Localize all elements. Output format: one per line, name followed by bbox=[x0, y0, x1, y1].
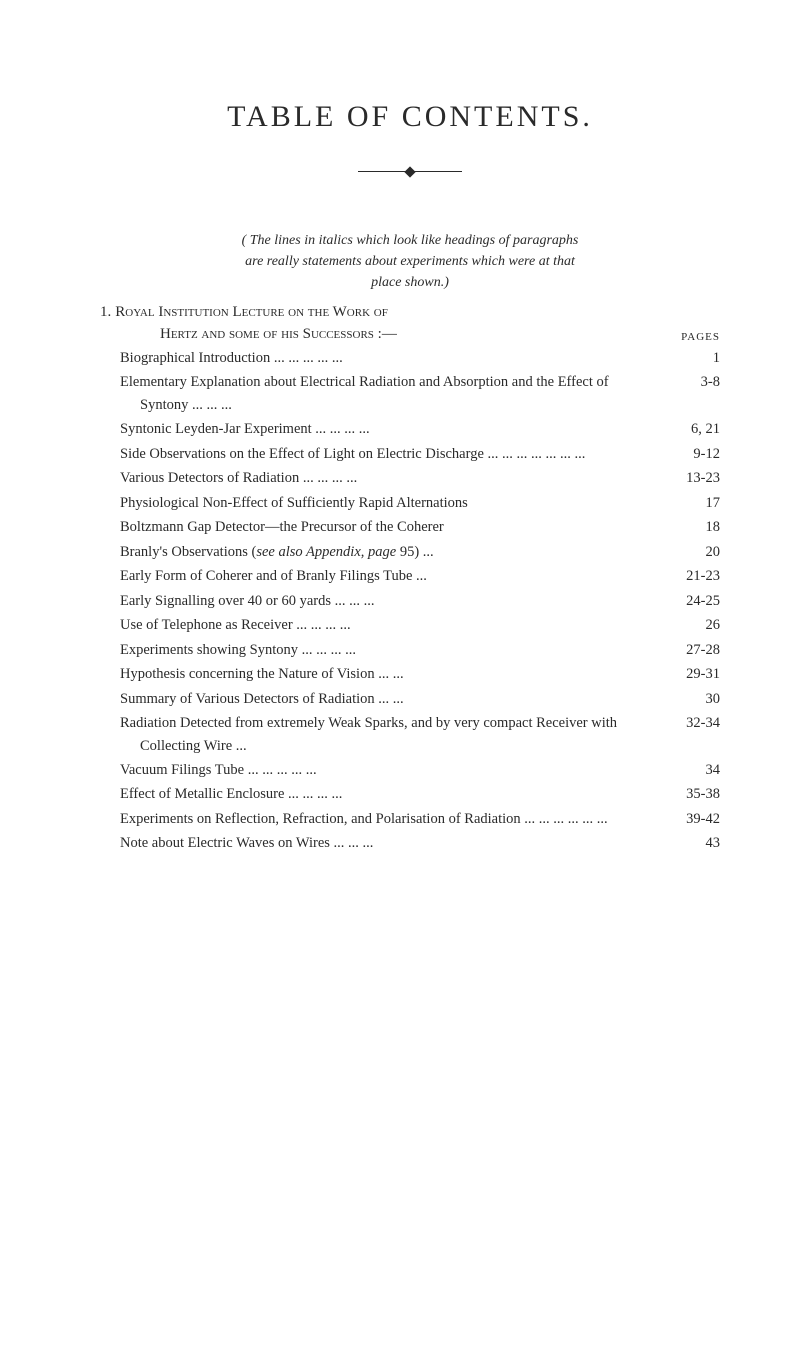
toc-entry: Summary of Various Detectors of Radiatio… bbox=[100, 688, 720, 710]
toc-entry: Effect of Metallic Enclosure ... ... ...… bbox=[100, 783, 720, 805]
toc-entry: Early Form of Coherer and of Branly Fili… bbox=[100, 565, 720, 587]
toc-page: 35-38 bbox=[656, 783, 720, 805]
toc-text: Biographical Introduction ... ... ... ..… bbox=[100, 347, 660, 369]
toc-page: 3-8 bbox=[660, 371, 720, 393]
toc-page: 27-28 bbox=[656, 639, 720, 661]
toc-entry: Early Signalling over 40 or 60 yards ...… bbox=[100, 590, 720, 612]
toc-text: Branly's Observations (see also Appendix… bbox=[100, 541, 660, 563]
note-line-1: ( The lines in italics which look like h… bbox=[150, 230, 670, 251]
toc-text: Various Detectors of Radiation ... ... .… bbox=[100, 467, 656, 489]
toc-entry: Radiation Detected from extremely Weak S… bbox=[100, 712, 720, 757]
toc-page: 13-23 bbox=[656, 467, 720, 489]
toc-text: Note about Electric Waves on Wires ... .… bbox=[100, 832, 660, 854]
toc-text: Summary of Various Detectors of Radiatio… bbox=[100, 688, 660, 710]
pages-label: PAGES bbox=[681, 331, 720, 343]
toc-text: Hypothesis concerning the Nature of Visi… bbox=[100, 663, 656, 685]
toc-entry: Boltzmann Gap Detector—the Precursor of … bbox=[100, 516, 720, 538]
toc-entry: Experiments on Reflection, Refraction, a… bbox=[100, 808, 720, 830]
toc-page: 24-25 bbox=[656, 590, 720, 612]
section-heading-1: Royal Institution Lecture on the Work of bbox=[115, 304, 388, 320]
toc-text: Syntonic Leyden-Jar Experiment ... ... .… bbox=[100, 418, 660, 440]
toc-text: Early Signalling over 40 or 60 yards ...… bbox=[100, 590, 656, 612]
toc-text: Effect of Metallic Enclosure ... ... ...… bbox=[100, 783, 656, 805]
toc-page: 34 bbox=[660, 759, 720, 781]
toc-text: Boltzmann Gap Detector—the Precursor of … bbox=[100, 516, 660, 538]
divider bbox=[100, 164, 720, 180]
toc-page: 6, 21 bbox=[660, 418, 720, 440]
note-line-3: place shown.) bbox=[150, 272, 670, 293]
toc-text: Elementary Explanation about Electrical … bbox=[100, 371, 660, 416]
toc-text: Early Form of Coherer and of Branly Fili… bbox=[100, 565, 656, 587]
toc-page: 17 bbox=[660, 492, 720, 514]
toc-text: Side Observations on the Effect of Light… bbox=[100, 443, 660, 465]
toc-page: 21-23 bbox=[656, 565, 720, 587]
toc-page: 20 bbox=[660, 541, 720, 563]
toc-page: 43 bbox=[660, 832, 720, 854]
toc-page: 18 bbox=[660, 516, 720, 538]
toc-entry: Elementary Explanation about Electrical … bbox=[100, 371, 720, 416]
toc-entry: Vacuum Filings Tube ... ... ... ... ... … bbox=[100, 759, 720, 781]
toc-text: Radiation Detected from extremely Weak S… bbox=[100, 712, 656, 757]
toc-page: 30 bbox=[660, 688, 720, 710]
toc-page: 32-34 bbox=[656, 712, 720, 734]
toc-entry: Biographical Introduction ... ... ... ..… bbox=[100, 347, 720, 369]
toc-page: 29-31 bbox=[656, 663, 720, 685]
toc-entry: Physiological Non-Effect of Sufficiently… bbox=[100, 492, 720, 514]
toc-page: 39-42 bbox=[656, 808, 720, 830]
section-heading-2: Hertz and some of his Successors :— bbox=[160, 326, 397, 342]
toc-text: Experiments showing Syntony ... ... ... … bbox=[100, 639, 656, 661]
section-heading-row: 1. Royal Institution Lecture on the Work… bbox=[100, 303, 720, 321]
page-title: TABLE OF CONTENTS. bbox=[100, 100, 720, 134]
toc-entry: Various Detectors of Radiation ... ... .… bbox=[100, 467, 720, 489]
toc-text: Experiments on Reflection, Refraction, a… bbox=[100, 808, 656, 830]
toc-text: Use of Telephone as Receiver ... ... ...… bbox=[100, 614, 660, 636]
toc-text: Physiological Non-Effect of Sufficiently… bbox=[100, 492, 660, 514]
toc-entry: Note about Electric Waves on Wires ... .… bbox=[100, 832, 720, 854]
toc-entry: Syntonic Leyden-Jar Experiment ... ... .… bbox=[100, 418, 720, 440]
toc-page: 9-12 bbox=[660, 443, 720, 465]
toc-entry: Branly's Observations (see also Appendix… bbox=[100, 541, 720, 563]
toc-text: Vacuum Filings Tube ... ... ... ... ... bbox=[100, 759, 660, 781]
section-heading-row-2: Hertz and some of his Successors :— PAGE… bbox=[100, 325, 720, 343]
toc-page: 26 bbox=[660, 614, 720, 636]
toc-entry: Use of Telephone as Receiver ... ... ...… bbox=[100, 614, 720, 636]
toc-entry: Experiments showing Syntony ... ... ... … bbox=[100, 639, 720, 661]
italic-note: ( The lines in italics which look like h… bbox=[100, 230, 720, 293]
toc-entry: Hypothesis concerning the Nature of Visi… bbox=[100, 663, 720, 685]
note-line-2: are really statements about experiments … bbox=[150, 251, 670, 272]
toc-page: 1 bbox=[660, 347, 720, 369]
section-number: 1. bbox=[100, 304, 111, 320]
toc-entry: Side Observations on the Effect of Light… bbox=[100, 443, 720, 465]
